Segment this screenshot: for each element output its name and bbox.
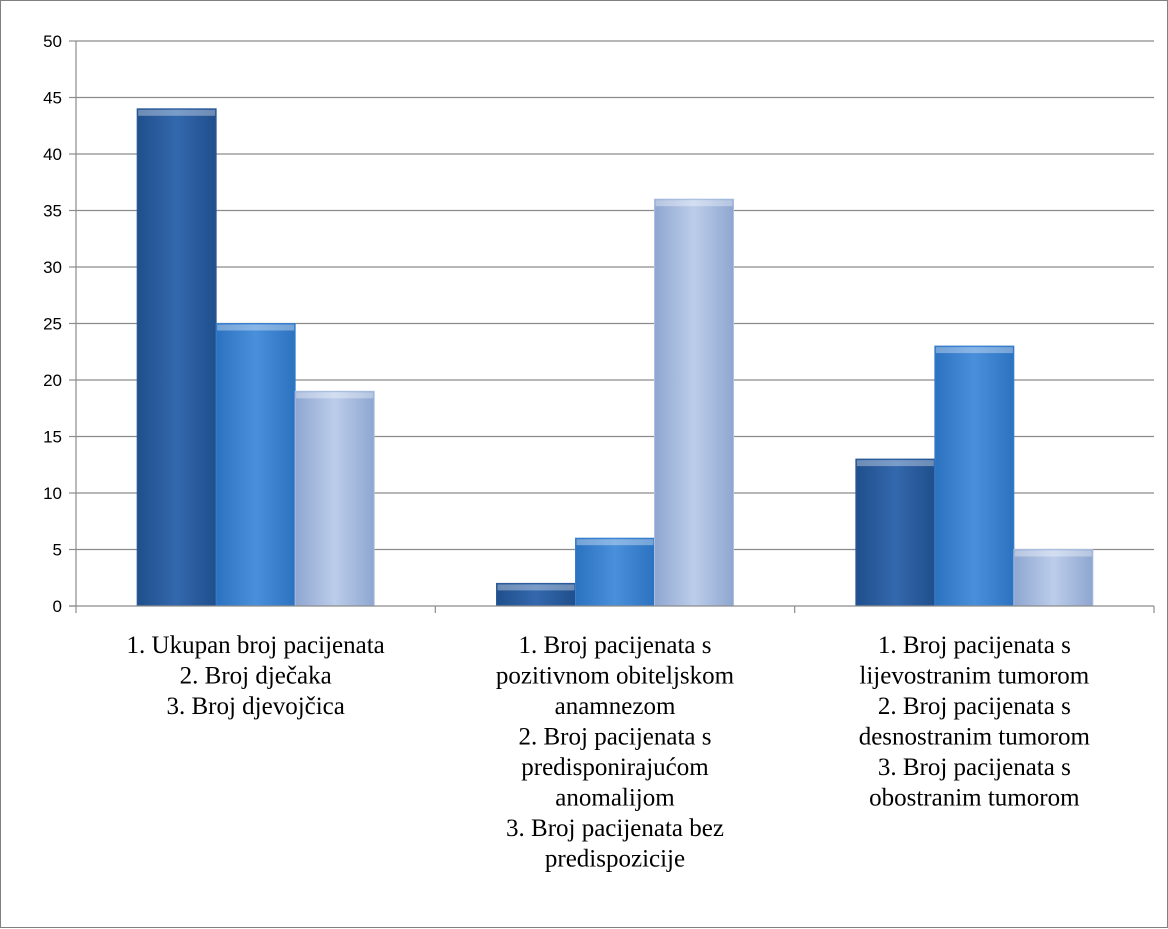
y-tick-label: 10 bbox=[43, 484, 62, 503]
y-axis-tick-labels: 0 5 10 15 20 25 30 35 40 45 50 bbox=[43, 32, 62, 616]
bar-highlight bbox=[138, 110, 215, 116]
bar-series-3-group-3 bbox=[1014, 550, 1093, 607]
bars bbox=[137, 109, 1093, 606]
y-tick-label: 40 bbox=[43, 145, 62, 164]
bar-series-1-group-3 bbox=[856, 459, 935, 606]
category-label-3: 3. Broj pacijenata s bbox=[878, 754, 1071, 781]
category-label-2: predispozicije bbox=[545, 846, 685, 873]
category-label-3: desnostranim tumorom bbox=[859, 724, 1091, 751]
category-label-2: anomalijom bbox=[555, 785, 675, 812]
category-labels: 1. Ukupan broj pacijenata 2. Broj dječaka… bbox=[127, 632, 1091, 873]
y-tick-label: 45 bbox=[43, 89, 62, 108]
bar-highlight bbox=[498, 584, 575, 590]
bar-highlight bbox=[1015, 551, 1092, 557]
bar-highlight bbox=[936, 347, 1013, 353]
category-label-2: predisponirajućom bbox=[521, 754, 709, 781]
category-label-2: 3. Broj pacijenata bez bbox=[506, 815, 724, 842]
category-label-1: 2. Broj dječaka bbox=[180, 663, 332, 690]
y-tick-label: 35 bbox=[43, 202, 62, 221]
y-tick-label: 30 bbox=[43, 258, 62, 277]
y-tick-label: 25 bbox=[43, 315, 62, 334]
y-tick-label: 50 bbox=[43, 32, 62, 51]
bar-highlight bbox=[577, 539, 654, 545]
category-label-2: anamnezom bbox=[555, 693, 676, 720]
y-tick-label: 15 bbox=[43, 428, 62, 447]
bar-series-2-group-2 bbox=[576, 538, 655, 606]
bar-series-3-group-2 bbox=[655, 199, 734, 606]
category-label-1: 3. Broj djevojčica bbox=[166, 693, 344, 720]
category-label-3: 2. Broj pacijenata s bbox=[878, 693, 1071, 720]
y-tick-label: 0 bbox=[53, 597, 62, 616]
bar-highlight bbox=[656, 200, 733, 206]
bar-highlight bbox=[296, 392, 373, 398]
category-label-2: pozitivnom obiteljskom bbox=[496, 663, 735, 690]
y-tick-label: 5 bbox=[53, 541, 62, 560]
category-label-2: 2. Broj pacijenata s bbox=[519, 724, 712, 751]
category-label-3: 1. Broj pacijenata s bbox=[878, 632, 1071, 659]
category-label-3: lijevostranim tumorom bbox=[859, 663, 1089, 690]
y-tick-label: 20 bbox=[43, 371, 62, 390]
bar-series-1-group-1 bbox=[137, 109, 216, 606]
bar-series-2-group-3 bbox=[935, 346, 1014, 606]
bar-highlight bbox=[217, 325, 294, 331]
category-label-1: 1. Ukupan broj pacijenata bbox=[127, 632, 385, 659]
bar-series-3-group-1 bbox=[295, 391, 374, 606]
bar-highlight bbox=[857, 460, 934, 466]
category-label-3: obostranim tumorom bbox=[869, 785, 1080, 812]
category-label-2: 1. Broj pacijenata s bbox=[519, 632, 712, 659]
bar-series-2-group-1 bbox=[216, 324, 295, 607]
